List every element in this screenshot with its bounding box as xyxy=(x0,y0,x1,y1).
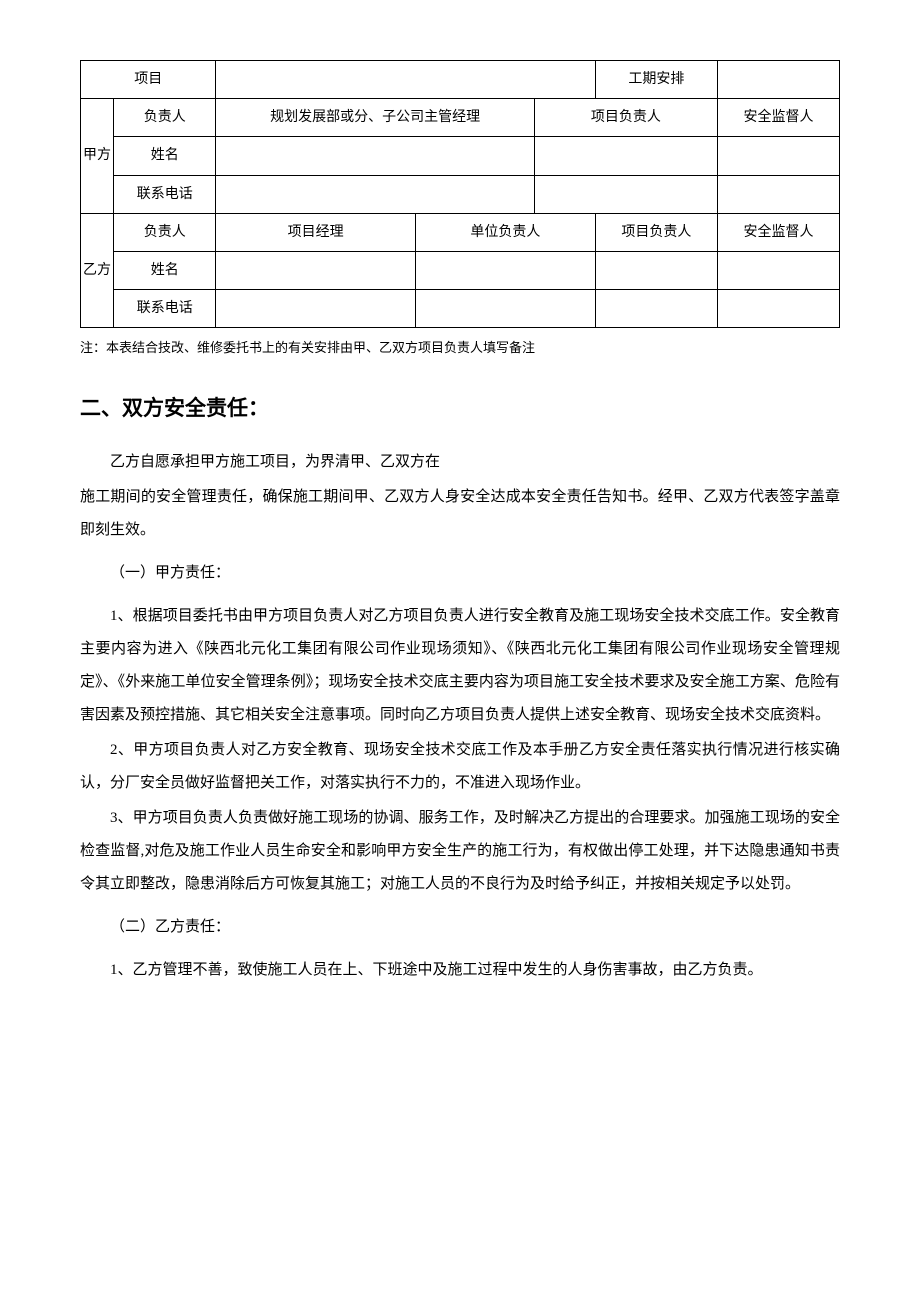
project-value xyxy=(216,61,595,99)
cell: 负责人 xyxy=(114,213,216,251)
project-label: 项目 xyxy=(81,61,216,99)
table-row: 项目 工期安排 xyxy=(81,61,840,99)
schedule-value xyxy=(717,61,839,99)
project-table: 项目 工期安排 甲方 负责人 规划发展部或分、子公司主管经理 项目负责人 安全监… xyxy=(80,60,840,328)
section-title: 二、双方安全责任： xyxy=(80,390,840,428)
cell xyxy=(717,175,839,213)
table-row: 甲方 负责人 规划发展部或分、子公司主管经理 项目负责人 安全监督人 xyxy=(81,99,840,137)
cell: 单位负责人 xyxy=(415,213,595,251)
table-row: 姓名 xyxy=(81,137,840,175)
sub-a-p2: 2、甲方项目负责人对乙方安全教育、现场安全技术交底工作及本手册乙方安全责任落实执… xyxy=(80,734,840,800)
party-a-label: 甲方 xyxy=(81,99,114,214)
cell: 姓名 xyxy=(114,137,216,175)
sub-a-p1: 1、根据项目委托书由甲方项目负责人对乙方项目负责人进行安全教育及施工现场安全技术… xyxy=(80,600,840,732)
cell xyxy=(534,175,717,213)
cell: 安全监督人 xyxy=(717,99,839,137)
cell xyxy=(595,251,717,289)
table-row: 联系电话 xyxy=(81,175,840,213)
cell xyxy=(216,251,416,289)
sub-b-title: （二）乙方责任： xyxy=(80,911,840,944)
cell xyxy=(717,290,839,328)
intro-line2: 施工期间的安全管理责任，确保施工期间甲、乙双方人身安全达成本安全责任告知书。经甲… xyxy=(80,481,840,547)
sub-a-p3: 3、甲方项目负责人负责做好施工现场的协调、服务工作，及时解决乙方提出的合理要求。… xyxy=(80,802,840,901)
cell xyxy=(216,175,534,213)
cell: 姓名 xyxy=(114,251,216,289)
schedule-label: 工期安排 xyxy=(595,61,717,99)
cell: 负责人 xyxy=(114,99,216,137)
cell: 联系电话 xyxy=(114,290,216,328)
sub-b-p1: 1、乙方管理不善，致使施工人员在上、下班途中及施工过程中发生的人身伤害事故，由乙… xyxy=(80,954,840,987)
table-row: 联系电话 xyxy=(81,290,840,328)
cell: 安全监督人 xyxy=(717,213,839,251)
cell xyxy=(595,290,717,328)
cell xyxy=(216,290,416,328)
cell xyxy=(534,137,717,175)
cell: 联系电话 xyxy=(114,175,216,213)
cell: 项目经理 xyxy=(216,213,416,251)
cell xyxy=(216,137,534,175)
cell: 项目负责人 xyxy=(534,99,717,137)
cell: 规划发展部或分、子公司主管经理 xyxy=(216,99,534,137)
cell xyxy=(717,137,839,175)
table-row: 姓名 xyxy=(81,251,840,289)
cell: 项目负责人 xyxy=(595,213,717,251)
cell xyxy=(717,251,839,289)
sub-a-title: （一）甲方责任： xyxy=(80,557,840,590)
cell xyxy=(415,251,595,289)
table-note: 注：本表结合技改、维修委托书上的有关安排由甲、乙双方项目负责人填写备注 xyxy=(80,336,840,359)
table-row: 乙方 负责人 项目经理 单位负责人 项目负责人 安全监督人 xyxy=(81,213,840,251)
intro-line1: 乙方自愿承担甲方施工项目，为界清甲、乙双方在 xyxy=(80,446,840,479)
party-b-label: 乙方 xyxy=(81,213,114,328)
cell xyxy=(415,290,595,328)
